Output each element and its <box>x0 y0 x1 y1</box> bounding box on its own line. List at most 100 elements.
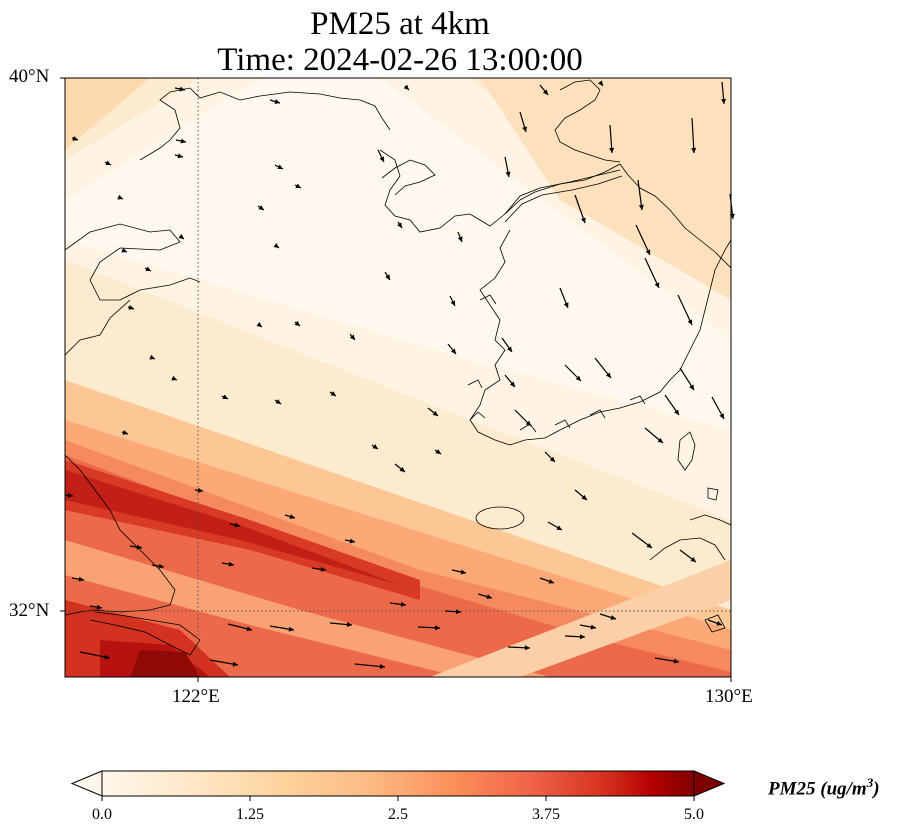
lat-label-40n: 40°N <box>9 66 50 87</box>
wind-arrow-head <box>197 487 203 493</box>
wind-arrow-head <box>434 625 440 631</box>
wind-arrow-shaft <box>79 651 111 659</box>
wind-arrow-head <box>399 466 405 472</box>
colorbar <box>70 770 726 801</box>
colorbar-tick-2: 2.5 <box>388 806 408 823</box>
wind-arrow-head <box>349 334 355 340</box>
wind-arrow-head <box>486 594 492 600</box>
wind-arrow-head <box>400 601 406 607</box>
wind-arrow-head <box>610 615 616 620</box>
wind-arrow-head <box>122 430 128 435</box>
colorbar-tick-0: 0.0 <box>92 806 112 823</box>
wind-arrow-head <box>690 557 696 562</box>
wind-arrow-head <box>638 204 644 210</box>
colorbar-tick-3: 3.75 <box>532 806 560 823</box>
wind-arrow-head <box>104 654 110 660</box>
wind-arrow-head <box>78 576 84 582</box>
colorbar-label-main: PM25 (ug/m <box>768 778 867 800</box>
coastline-korea-west <box>469 229 731 446</box>
wind-arrow-head <box>145 266 151 271</box>
wind-arrow-head <box>556 525 562 530</box>
wind-arrow-head <box>222 394 228 399</box>
wind-arrow-head <box>232 661 238 667</box>
wind-arrow-head <box>121 247 127 253</box>
colorbar-tick-4: 5.0 <box>684 806 704 823</box>
gridlines <box>65 78 731 677</box>
wind-arrow-head <box>275 399 281 404</box>
colorbar-label: PM25 (ug/m3) <box>768 775 880 800</box>
wind-arrow-head <box>609 147 615 153</box>
lon-label-130e: 130°E <box>705 686 753 707</box>
wind-arrow-head <box>605 372 611 378</box>
wind-arrow-head <box>403 84 409 90</box>
wind-arrow-head <box>128 305 134 310</box>
wind-arrow-head <box>579 634 585 640</box>
wind-arrow-head <box>289 514 295 519</box>
coastline-liaodong-peninsula <box>381 159 436 196</box>
colorbar-extend-low <box>70 770 103 797</box>
wind-arrow-head <box>654 282 660 288</box>
wind-arrow-head <box>575 375 581 381</box>
wind-arrow-head <box>548 578 554 584</box>
wind-arrow-head <box>256 322 262 327</box>
wind-arrow-shaft <box>691 117 695 154</box>
wind-arrow-head <box>689 384 694 390</box>
wind-arrow-head <box>460 569 466 575</box>
yalu-border <box>504 169 623 223</box>
wind-arrow-shaft <box>635 224 651 256</box>
wind-arrow-head <box>330 391 336 396</box>
coastlines <box>65 79 731 656</box>
wind-arrow-head <box>288 626 294 632</box>
wind-arrow-head <box>117 194 123 200</box>
wind-arrow-head <box>177 153 183 159</box>
wind-arrow-head <box>67 492 73 498</box>
wind-arrow-head <box>549 456 555 462</box>
wind-arrow-head <box>246 626 252 632</box>
wind-arrow-head <box>171 375 177 381</box>
colorbar-tick-1: 1.25 <box>236 806 264 823</box>
wind-arrow-head <box>673 658 679 664</box>
jeju-island <box>475 506 525 530</box>
pm25-field <box>65 78 731 677</box>
lat-label-32n: 32°N <box>9 600 50 621</box>
wind-arrow-head <box>178 234 184 239</box>
wind-arrow-head <box>179 86 185 92</box>
coastline-shandong <box>65 299 131 356</box>
wind-arrow-head <box>598 80 603 86</box>
wind-arrow-head <box>379 664 385 669</box>
wind-arrow-head <box>542 89 548 95</box>
wind-arrow-head <box>346 622 352 628</box>
coastline-china-east <box>65 454 176 616</box>
wind-arrow-head <box>525 420 531 426</box>
map-title-line1: PM25 at 4km <box>310 6 490 42</box>
coastline-korea-east <box>619 163 731 269</box>
wind-arrow-head <box>228 561 234 567</box>
wind-arrow-head <box>524 645 530 651</box>
wind-arrow-head <box>234 522 240 528</box>
wind-arrow-head <box>149 354 155 360</box>
wind-arrow-head <box>457 236 463 242</box>
map-title-line2: Time: 2024-02-26 13:00:00 <box>217 42 583 78</box>
colorbar-label-end: ) <box>873 778 880 800</box>
wind-arrow-shaft <box>644 257 660 289</box>
wind-arrow-head <box>509 381 515 387</box>
kyushu <box>649 487 731 633</box>
wind-arrow-head <box>657 437 663 443</box>
colorbar-extend-high <box>693 770 726 797</box>
wind-arrow-head <box>180 138 186 144</box>
wind-arrow-shaft <box>354 663 386 668</box>
wind-arrow-head <box>450 300 455 306</box>
wind-arrow-head <box>385 274 390 280</box>
wind-arrow-head <box>379 156 384 162</box>
wind-arrow-head <box>455 609 461 615</box>
wind-arrow-head <box>294 320 300 326</box>
axis-ticks <box>60 77 732 682</box>
wind-arrow-head <box>96 604 102 610</box>
wind-vectors <box>64 80 735 669</box>
wind-arrow-head <box>277 164 283 169</box>
wind-arrow-head <box>320 566 326 572</box>
wind-arrow-head <box>645 249 651 255</box>
wind-arrow-head <box>397 222 402 228</box>
wind-arrow-head <box>674 409 679 415</box>
